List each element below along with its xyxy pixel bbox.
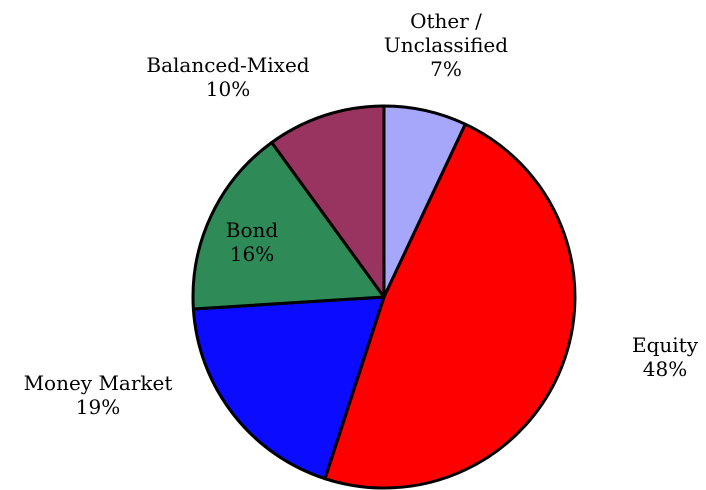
pie-category-label-equity: Equity [632,333,699,357]
pie-category-label-balanced-mixed: Balanced-Mixed [146,53,309,77]
pie-slice-balanced-mixed [270,104,386,299]
pie-slice-bond [191,140,386,311]
pie-slice-money-market [191,295,386,481]
pie-value-label-balanced-mixed: 10% [206,77,250,101]
pie-value-label-money-market: 19% [76,395,120,419]
pie-value-label-other-unclassified: 7% [430,57,462,81]
pie-slice-equity [323,122,577,490]
pie-value-label-equity: 48% [643,357,687,381]
pie-category-label-other-unclassified: Other / [410,9,482,33]
pie-category-label-money-market: Money Market [24,371,173,395]
pie-category-label-bond: Bond [226,218,279,242]
pie-category-label-other-unclassified: Unclassified [384,33,508,57]
pie-slices [191,104,577,490]
pie-value-label-bond: 16% [230,242,274,266]
